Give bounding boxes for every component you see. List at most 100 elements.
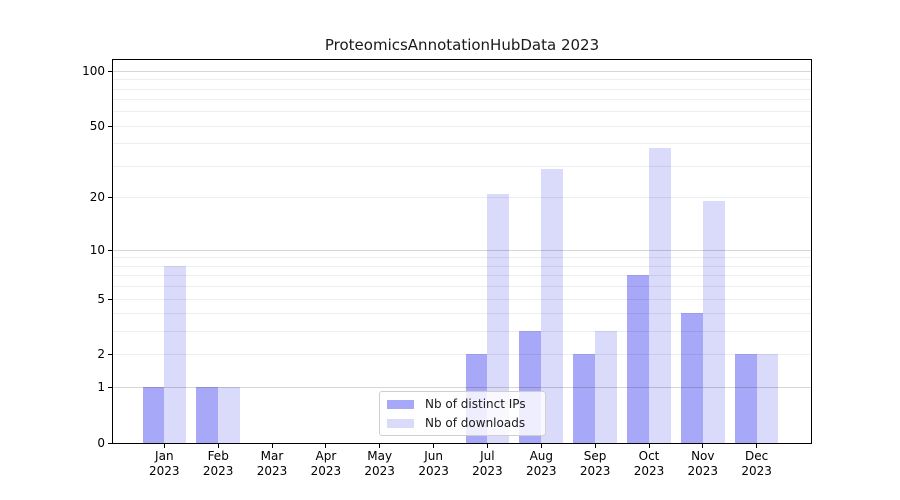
legend-label-downloads: Nb of downloads <box>425 416 526 430</box>
x-tick-month: May <box>367 449 393 463</box>
x-tick-label-aug: Aug 2023 <box>509 449 573 479</box>
x-tick-month: Jan <box>155 449 174 463</box>
y-tick-mark-2 <box>108 354 112 356</box>
x-tick-label-jul: Jul 2023 <box>455 449 519 479</box>
plot-area <box>112 59 812 444</box>
bar-distinct-ips-dec <box>734 354 757 443</box>
legend: Nb of distinct IPs Nb of downloads <box>379 391 546 436</box>
bar-distinct-ips-feb <box>196 387 219 443</box>
x-tick-month: Mar <box>260 449 284 463</box>
x-tick-label-may: May 2023 <box>348 449 412 479</box>
bar-downloads-nov <box>702 201 725 443</box>
x-tick-year: 2023 <box>149 464 180 478</box>
chart-title: ProteomicsAnnotationHubData 2023 <box>324 36 600 54</box>
gridline-50 <box>113 125 811 127</box>
x-tick-year: 2023 <box>418 464 449 478</box>
bar-distinct-ips-sep <box>573 354 596 443</box>
x-tick-year: 2023 <box>526 464 557 478</box>
x-tick-year: 2023 <box>202 464 234 478</box>
y-tick-label-20: 20 <box>89 190 105 205</box>
legend-swatch-downloads <box>387 418 414 428</box>
gridline-2 <box>113 354 811 356</box>
x-tick-mark-dec <box>756 444 758 448</box>
bar-downloads-jul <box>487 193 510 443</box>
x-tick-mark-oct <box>648 444 650 448</box>
x-tick-mark-feb <box>217 444 219 448</box>
x-tick-mark-jun <box>433 444 435 448</box>
bar-downloads-aug <box>541 168 564 443</box>
x-tick-label-jan: Jan 2023 <box>132 449 196 479</box>
x-tick-month: Feb <box>207 449 229 463</box>
y-tick-mark-10 <box>108 249 112 251</box>
y-tick-mark-0 <box>108 443 112 444</box>
x-tick-mark-sep <box>594 444 596 448</box>
x-tick-label-oct: Oct 2023 <box>617 449 681 479</box>
x-tick-year: 2023 <box>579 464 611 478</box>
gridline-10 <box>113 249 811 251</box>
x-tick-mark-jan <box>163 444 165 448</box>
x-tick-mark-mar <box>271 444 273 448</box>
x-tick-year: 2023 <box>687 464 719 478</box>
legend-item-downloads: Nb of downloads <box>387 416 538 430</box>
legend-swatch-distinct-ips <box>387 399 414 409</box>
gridline-6 <box>113 286 811 287</box>
x-tick-month: Dec <box>744 449 769 463</box>
x-tick-mark-aug <box>540 444 542 448</box>
y-tick-label-100: 100 <box>82 63 105 78</box>
bar-distinct-ips-oct <box>627 275 649 443</box>
y-tick-mark-50 <box>108 125 112 127</box>
gridline-7 <box>113 275 811 277</box>
bar-downloads-jan <box>164 265 187 443</box>
y-tick-label-1: 1 <box>97 380 105 395</box>
bar-distinct-ips-jan <box>142 387 165 443</box>
y-tick-label-0: 0 <box>97 436 105 450</box>
gridline-100 <box>113 70 811 72</box>
legend-label-distinct-ips: Nb of distinct IPs <box>425 397 526 411</box>
x-tick-year: 2023 <box>310 464 342 478</box>
x-tick-month: Sep <box>583 449 607 463</box>
x-tick-label-jun: Jun 2023 <box>402 449 466 479</box>
gridline-4 <box>113 313 811 315</box>
x-tick-month: Aug <box>529 449 554 463</box>
gridline-90 <box>113 79 811 81</box>
gridline-8 <box>113 265 811 267</box>
y-tick-label-5: 5 <box>97 291 105 306</box>
x-tick-label-apr: Apr 2023 <box>294 449 358 479</box>
x-tick-year: 2023 <box>633 464 665 478</box>
y-tick-mark-1 <box>108 387 112 389</box>
gridline-40 <box>113 143 811 145</box>
gridline-1 <box>113 387 811 389</box>
x-tick-mark-nov <box>702 444 704 448</box>
y-tick-mark-20 <box>108 197 112 199</box>
gridline-3 <box>113 331 811 333</box>
gridline-30 <box>113 166 811 167</box>
gridline-20 <box>113 197 811 199</box>
x-tick-mark-jul <box>486 444 488 448</box>
x-tick-year: 2023 <box>256 464 288 478</box>
x-tick-month: Nov <box>691 449 715 463</box>
x-tick-label-dec: Dec 2023 <box>725 449 789 479</box>
x-tick-month: Jun <box>424 449 443 463</box>
x-tick-month: Apr <box>315 449 337 463</box>
gridline-5 <box>113 298 811 300</box>
y-tick-label-10: 10 <box>89 242 105 257</box>
x-tick-month: Jul <box>480 449 495 463</box>
x-tick-label-mar: Mar 2023 <box>240 449 304 479</box>
x-tick-label-nov: Nov 2023 <box>671 449 735 479</box>
y-tick-mark-5 <box>108 298 112 300</box>
x-tick-label-sep: Sep 2023 <box>563 449 627 479</box>
gridline-9 <box>113 257 811 259</box>
bar-downloads-sep <box>595 331 617 443</box>
bar-downloads-feb <box>218 387 240 443</box>
x-tick-year: 2023 <box>741 464 772 478</box>
gridline-80 <box>113 88 811 90</box>
gridline-60 <box>113 111 811 113</box>
y-tick-label-2: 2 <box>97 347 105 362</box>
x-tick-month: Oct <box>638 449 660 463</box>
bar-distinct-ips-nov <box>681 313 703 443</box>
y-tick-mark-100 <box>108 70 112 72</box>
y-tick-label-50: 50 <box>89 118 105 133</box>
gridline-70 <box>113 99 811 101</box>
x-tick-year: 2023 <box>472 464 503 478</box>
